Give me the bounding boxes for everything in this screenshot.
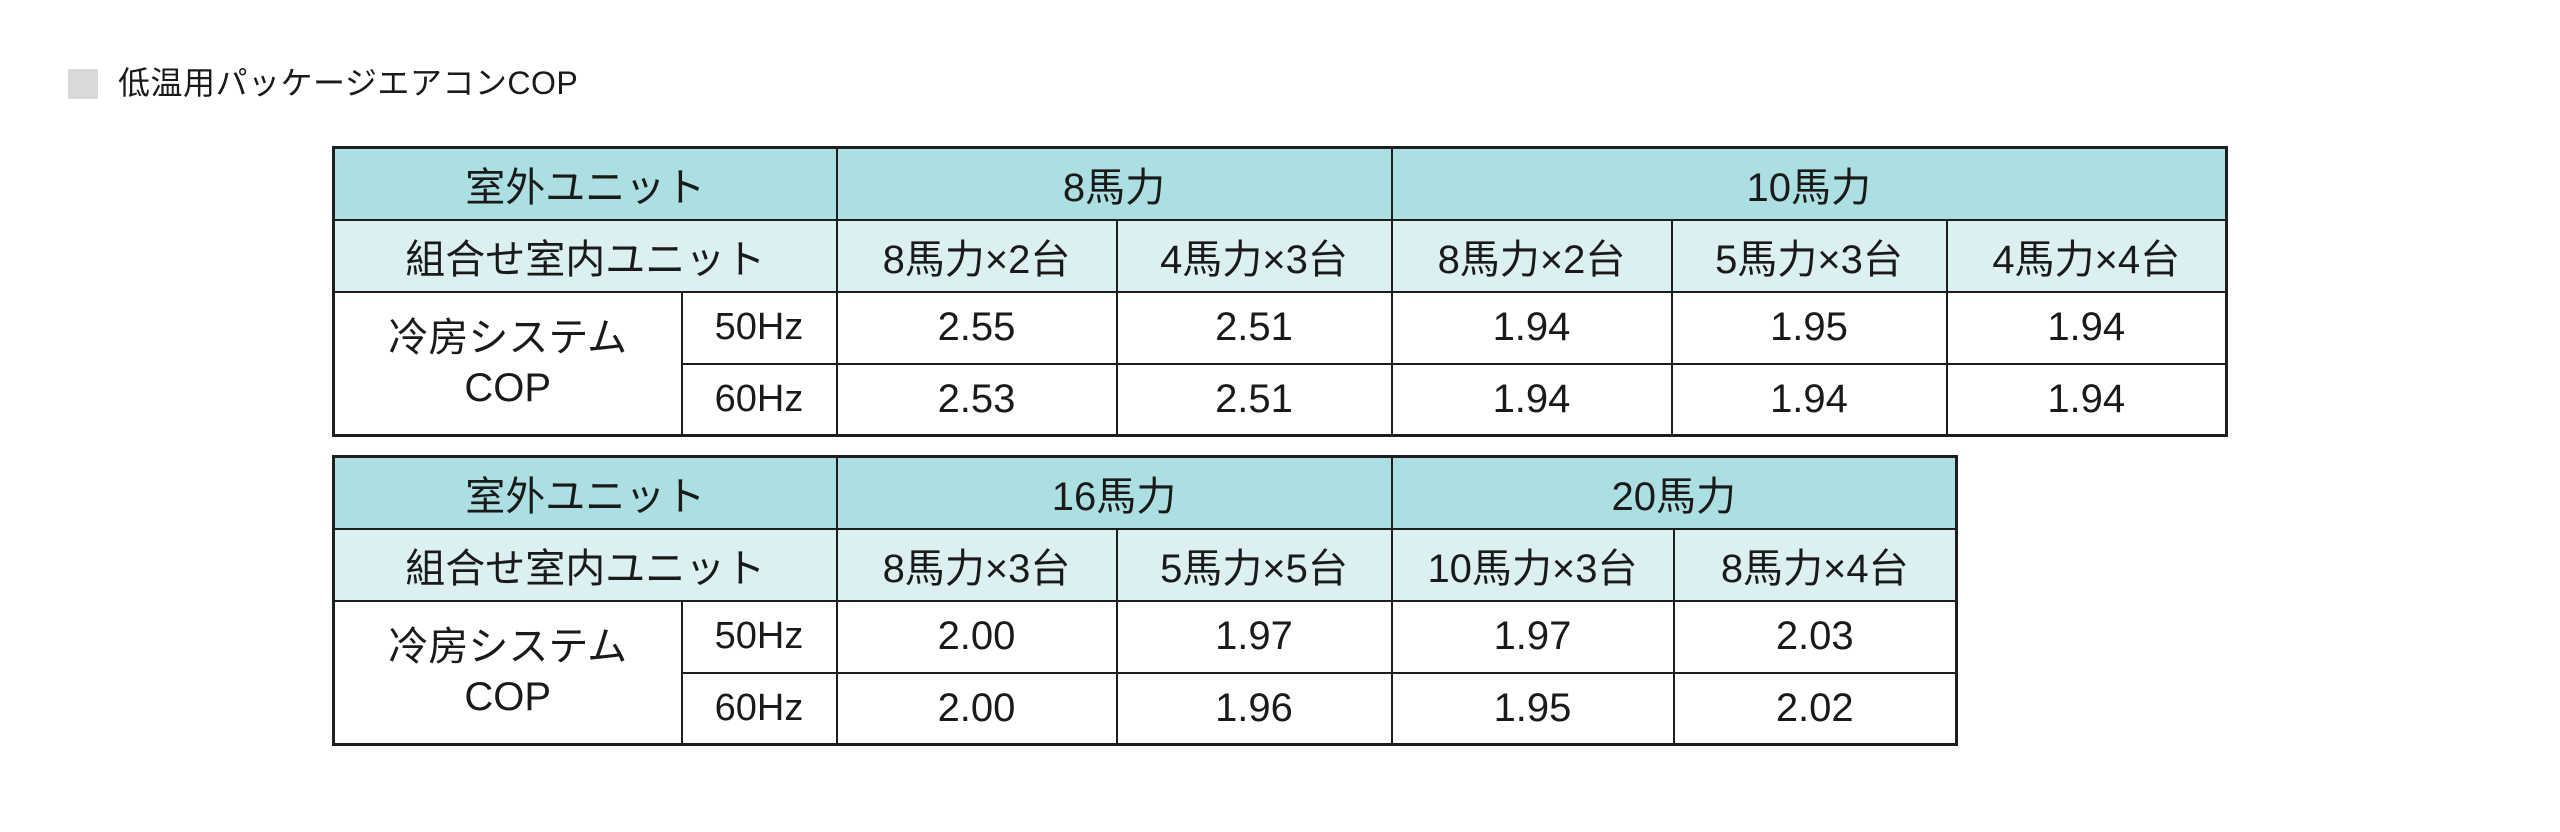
table1-combo-cell: 5馬力×3台 (1670, 218, 1948, 293)
table1-cop-value: 1.94 (1390, 362, 1673, 437)
table1-cop-value: 2.51 (1115, 290, 1393, 365)
section-title: 低温用パッケージエアコンCOP (118, 65, 579, 101)
table2-outdoor-unit-header: 室外ユニット (332, 455, 838, 530)
cop-table-16-20hp: 室外ユニット 16馬力 20馬力 組合せ室内ユニット 8馬力×3台 5馬力×5台… (332, 455, 1958, 746)
table1-cop-value: 2.55 (835, 290, 1118, 365)
table1-combo-cell: 8馬力×2台 (835, 218, 1118, 293)
table2-indoor-combo-header: 組合せ室内ユニット (332, 527, 838, 602)
table1-combo-row: 組合せ室内ユニット 8馬力×2台 4馬力×3台 8馬力×2台 5馬力×3台 4馬… (332, 218, 2228, 293)
table1-header-row: 室外ユニット 8馬力 10馬力 (332, 146, 2228, 221)
cooling-system-label-line1: 冷房システム (388, 625, 628, 670)
table2-combo-cell: 10馬力×3台 (1390, 527, 1675, 602)
table2-50hz-row: 冷房システム COP 50Hz 2.00 1.97 1.97 2.03 (332, 599, 1958, 746)
table1-cop-value: 2.51 (1115, 362, 1393, 437)
table1-50hz-row: 冷房システム COP 50Hz 2.55 2.51 1.94 1.95 1.94 (332, 290, 2228, 437)
table1-indoor-combo-header: 組合せ室内ユニット (332, 218, 838, 293)
section-bullet-icon (68, 68, 98, 99)
table1-group-8hp-header: 8馬力 (835, 146, 1393, 221)
table2-cop-value: 1.95 (1390, 671, 1675, 746)
cop-table-8-10hp: 室外ユニット 8馬力 10馬力 組合せ室内ユニット 8馬力×2台 4馬力×3台 … (332, 146, 2228, 437)
table2-combo-cell: 8馬力×3台 (835, 527, 1118, 602)
cooling-system-label-line2: COP (464, 675, 552, 720)
table2-group-16hp-header: 16馬力 (835, 455, 1393, 530)
table2-freq-50hz: 50Hz (680, 599, 838, 674)
cooling-system-label-line1: 冷房システム (388, 316, 628, 361)
table1-cooling-system-cop-label: 冷房システム COP (332, 290, 683, 437)
table1-cop-value: 1.94 (1945, 362, 2228, 437)
table2-cop-value: 2.00 (835, 671, 1118, 746)
table2-cop-value: 1.97 (1390, 599, 1675, 674)
table2-freq-60hz: 60Hz (680, 671, 838, 746)
table2-cop-value: 2.00 (835, 599, 1118, 674)
table1-cop-value: 2.53 (835, 362, 1118, 437)
table2-cop-value: 2.02 (1672, 671, 1958, 746)
table2-group-20hp-header: 20馬力 (1390, 455, 1958, 530)
table1-freq-60hz: 60Hz (680, 362, 838, 437)
table2-combo-row: 組合せ室内ユニット 8馬力×3台 5馬力×5台 10馬力×3台 8馬力×4台 (332, 527, 1958, 602)
table1-60hz-row: 60Hz 2.53 2.51 1.94 1.94 1.94 (334, 362, 2228, 437)
table1-freq-50hz: 50Hz (680, 290, 838, 365)
table1-cop-value: 1.94 (1945, 290, 2228, 365)
table1-cop-value: 1.94 (1390, 290, 1673, 365)
table1-cop-value: 1.94 (1670, 362, 1948, 437)
table2-cop-value: 1.97 (1115, 599, 1393, 674)
table1-outdoor-unit-header: 室外ユニット (332, 146, 838, 221)
section-title-row: 低温用パッケージエアコンCOP (68, 65, 579, 101)
table1-group-10hp-header: 10馬力 (1390, 146, 2228, 221)
cooling-system-label-line2: COP (464, 366, 552, 411)
table2-combo-cell: 5馬力×5台 (1115, 527, 1393, 602)
table1-cop-value: 1.95 (1670, 290, 1948, 365)
table2-header-row: 室外ユニット 16馬力 20馬力 (332, 455, 1958, 530)
table2-cop-value: 2.03 (1672, 599, 1958, 674)
table2-combo-cell: 8馬力×4台 (1672, 527, 1958, 602)
table1-combo-cell: 4馬力×4台 (1945, 218, 2228, 293)
table2-60hz-row: 60Hz 2.00 1.96 1.95 2.02 (334, 671, 1958, 746)
table1-combo-cell: 4馬力×3台 (1115, 218, 1393, 293)
table2-cooling-system-cop-label: 冷房システム COP (332, 599, 683, 746)
table1-combo-cell: 8馬力×2台 (1390, 218, 1673, 293)
table2-cop-value: 1.96 (1115, 671, 1393, 746)
